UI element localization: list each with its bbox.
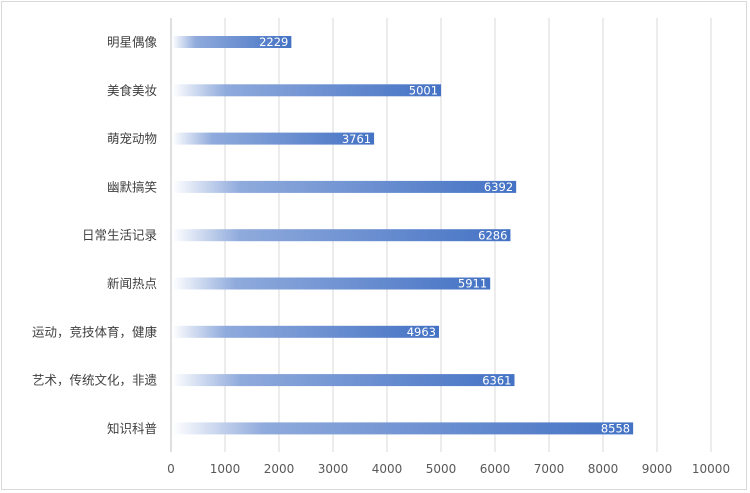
x-tick-label: 9000 (642, 462, 673, 476)
x-tick-label: 3000 (318, 462, 349, 476)
data-label: 5911 (458, 277, 487, 291)
category-label: 日常生活记录 (82, 228, 157, 243)
category-label: 艺术，传统文化，非遗 (32, 373, 158, 388)
x-tick-label: 7000 (534, 462, 565, 476)
x-tick-label: 2000 (264, 462, 295, 476)
bar (172, 84, 442, 97)
category-label: 知识科普 (107, 421, 157, 436)
category-label: 新闻热点 (107, 276, 157, 291)
bar (172, 325, 440, 338)
category-label: 美食美妆 (107, 83, 157, 98)
category-label: 萌宠动物 (107, 131, 157, 146)
x-tick-label: 4000 (372, 462, 403, 476)
data-label: 4963 (407, 325, 436, 339)
x-tick-label: 0 (167, 462, 175, 476)
x-tick-label: 1000 (210, 462, 241, 476)
bar (172, 36, 292, 48)
data-label: 5001 (409, 84, 438, 98)
bar (172, 229, 511, 242)
bar (172, 277, 491, 290)
data-label: 8558 (601, 422, 630, 436)
x-tick-label: 8000 (588, 462, 619, 476)
data-label: 3761 (342, 132, 371, 146)
data-label: 6361 (482, 373, 511, 387)
data-label: 6286 (478, 228, 507, 242)
category-label: 明星偶像 (107, 35, 158, 50)
data-label: 6392 (484, 180, 513, 194)
bar (172, 132, 375, 145)
bar (172, 180, 517, 193)
x-tick-label: 5000 (426, 462, 457, 476)
bar (172, 422, 634, 435)
data-label: 2229 (259, 35, 288, 49)
category-label: 运动，竞技体育，健康 (32, 324, 158, 339)
category-label: 幽默搞笑 (107, 179, 157, 194)
x-tick-label: 10000 (692, 462, 730, 476)
x-tick-label: 6000 (480, 462, 511, 476)
bar (172, 374, 515, 387)
